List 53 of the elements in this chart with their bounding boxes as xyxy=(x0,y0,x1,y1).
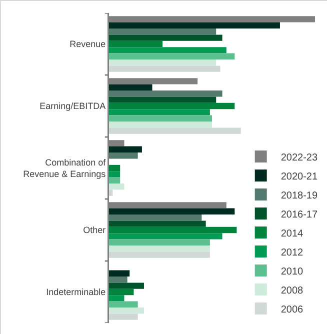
bar xyxy=(109,314,138,320)
legend-label: 2012 xyxy=(280,247,304,258)
bar xyxy=(109,128,241,134)
bar xyxy=(109,60,216,66)
bar xyxy=(109,152,138,159)
bar xyxy=(109,171,120,178)
bar xyxy=(109,164,120,172)
bar xyxy=(109,252,210,258)
y-tick-label: Combination of Revenue & Earnings xyxy=(23,157,106,179)
bar xyxy=(109,28,216,35)
y-tick-label: Indeterminable xyxy=(46,287,106,298)
legend-label: 2020-21 xyxy=(280,171,318,182)
bar xyxy=(109,184,124,190)
bar xyxy=(109,190,113,196)
bar xyxy=(109,246,210,252)
legend-label: 2008 xyxy=(280,285,304,296)
bar xyxy=(109,90,222,97)
bar xyxy=(109,96,216,103)
bar xyxy=(109,276,128,283)
bar xyxy=(109,66,220,72)
bar xyxy=(109,122,212,128)
legend-label: 2018-19 xyxy=(280,190,318,202)
bar xyxy=(109,214,202,221)
bar xyxy=(109,34,222,41)
bar xyxy=(109,295,124,302)
legend-label: 2022-23 xyxy=(280,152,318,164)
bar xyxy=(109,146,142,152)
bar xyxy=(109,115,212,122)
bar xyxy=(109,239,210,246)
bar xyxy=(109,288,134,296)
bar xyxy=(109,40,163,48)
bar xyxy=(109,102,235,110)
bar xyxy=(109,301,138,308)
y-tick-label: Other xyxy=(83,225,106,236)
legend-label: 2010 xyxy=(280,266,304,278)
legend-label: 2016-17 xyxy=(280,209,318,220)
bar xyxy=(109,282,144,289)
bar xyxy=(109,308,144,314)
bar xyxy=(109,22,280,28)
bar xyxy=(109,53,235,60)
bar xyxy=(109,220,206,227)
y-tick-label: Revenue xyxy=(70,39,106,50)
bar xyxy=(109,84,152,90)
bar xyxy=(109,270,130,276)
bar xyxy=(109,226,237,234)
bar xyxy=(109,208,235,214)
bar xyxy=(109,233,222,240)
y-tick-label: Earning/EBITDA xyxy=(40,101,106,112)
bar xyxy=(109,109,210,116)
legend-label: 2014 xyxy=(280,228,304,240)
legend-label: 2006 xyxy=(280,304,304,316)
bar xyxy=(109,47,226,54)
bar xyxy=(109,177,120,184)
